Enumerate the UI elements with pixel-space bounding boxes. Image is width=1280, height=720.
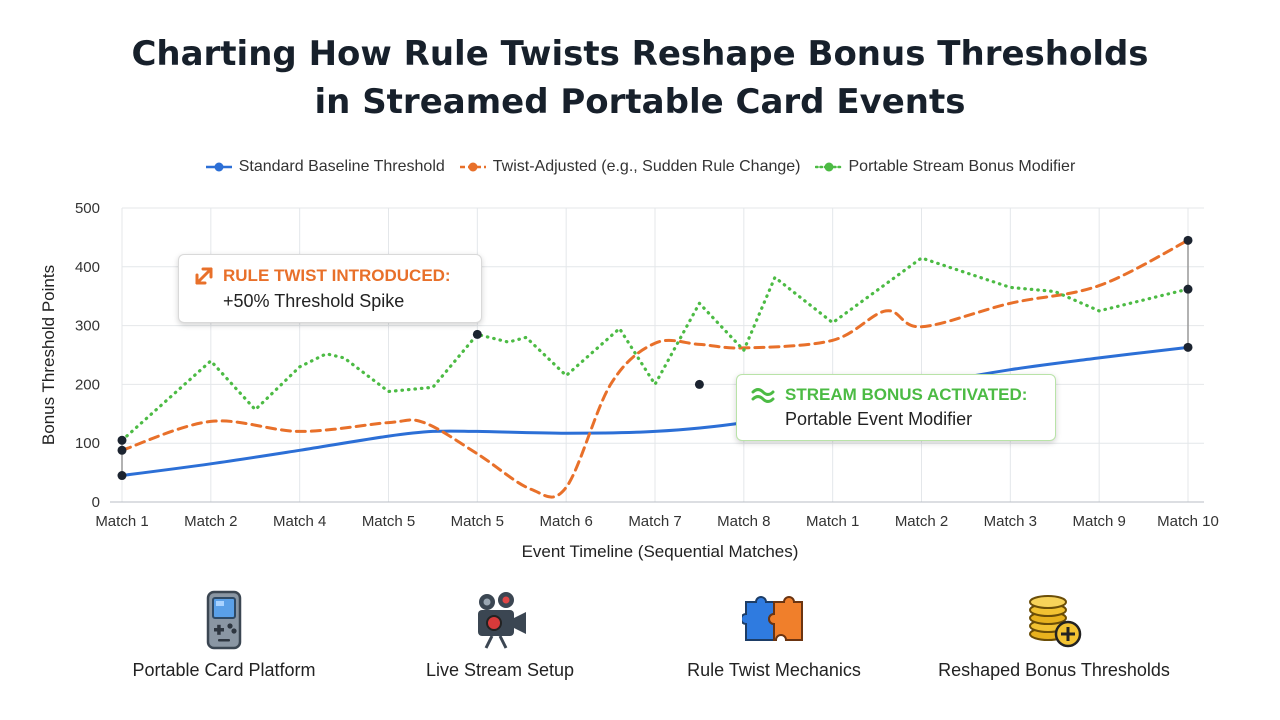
series-stream-line (120, 256, 1190, 442)
legend-swatch-baseline (205, 162, 232, 172)
legend-swatch-stream (814, 162, 843, 172)
callout-stream-bonus-text: Portable Event Modifier (785, 409, 973, 429)
feature-reshaped-bonus-thresholds: Reshaped Bonus Thresholds (924, 588, 1184, 681)
feature-rule-twist-mechanics: Rule Twist Mechanics (644, 588, 904, 681)
series-twist-line (120, 238, 1190, 499)
legend-item-baseline: Standard Baseline Threshold (205, 158, 445, 176)
x-tick-label: Match 10 (1157, 513, 1219, 530)
callout-rule-twist-text: +50% Threshold Spike (223, 291, 405, 311)
highlight-marker (694, 379, 704, 389)
feature-strip: Portable Card Platform Live Stream Setup… (0, 588, 1280, 698)
chart-title-line-1: Charting How Rule Twists Reshape Bonus T… (131, 34, 1149, 74)
y-tick-label: 400 (75, 259, 100, 276)
x-tick-label: Match 9 (1072, 513, 1125, 530)
y-tick-label: 300 (75, 318, 100, 335)
handheld-console-icon (206, 590, 242, 650)
highlight-marker (472, 329, 482, 339)
feature-label-stream: Live Stream Setup (425, 660, 575, 680)
chart-title: Charting How Rule Twists Reshape Bonus T… (0, 30, 1280, 126)
feature-portable-card-platform: Portable Card Platform (94, 588, 354, 681)
series-baseline-line (120, 345, 1190, 477)
wave-icon (751, 388, 775, 403)
highlight-marker (1183, 235, 1193, 245)
highlight-marker (117, 471, 127, 481)
coin-stack-plus-icon (1029, 595, 1082, 648)
y-tick-label: 500 (75, 200, 100, 217)
x-tick-label: Match 1 (95, 513, 148, 530)
chart-title-line-2: in Streamed Portable Card Events (314, 82, 966, 122)
y-axis-label: Bonus Threshold Points (39, 265, 58, 445)
legend-swatch-twist (459, 162, 486, 172)
x-tick-label: Match 1 (806, 513, 859, 530)
callout-rule-twist: RULE TWIST INTRODUCED: +50% Threshold Sp… (178, 254, 482, 323)
legend-item-twist: Twist-Adjusted (e.g., Sudden Rule Change… (459, 158, 801, 176)
legend-label-twist: Twist-Adjusted (e.g., Sudden Rule Change… (492, 158, 801, 175)
x-tick-label: Match 7 (628, 513, 681, 530)
highlight-marker (117, 435, 127, 445)
x-tick-label: Match 4 (273, 513, 326, 530)
legend-item-stream: Portable Stream Bonus Modifier (814, 158, 1076, 176)
x-tick-label: Match 5 (451, 513, 504, 530)
x-tick-label: Match 2 (895, 513, 948, 530)
callout-stream-bonus: STREAM BONUS ACTIVATED: Portable Event M… (736, 374, 1056, 441)
highlight-marker (1183, 342, 1193, 352)
callout-stream-bonus-title: STREAM BONUS ACTIVATED: (785, 385, 1028, 404)
chart-legend: Standard Baseline Threshold Twist-Adjust… (0, 158, 1280, 176)
highlight-marker (117, 445, 127, 455)
x-axis-label: Event Timeline (Sequential Matches) (522, 542, 799, 561)
feature-label-portable: Portable Card Platform (132, 660, 316, 680)
y-tick-label: 0 (92, 494, 100, 511)
highlight-marker (1183, 284, 1193, 294)
feature-live-stream-setup: Live Stream Setup (370, 588, 630, 681)
diagonal-arrows-icon (195, 267, 213, 285)
legend-label-stream: Portable Stream Bonus Modifier (848, 158, 1076, 175)
video-camera-icon (478, 592, 526, 649)
y-tick-label: 100 (75, 435, 100, 452)
callout-rule-twist-title: RULE TWIST INTRODUCED: (223, 266, 451, 285)
x-tick-label: Match 6 (539, 513, 592, 530)
feature-label-bonus: Reshaped Bonus Thresholds (938, 660, 1170, 680)
legend-label-baseline: Standard Baseline Threshold (238, 158, 445, 175)
x-tick-label: Match 3 (984, 513, 1037, 530)
puzzle-pieces-icon (742, 596, 803, 641)
y-tick-label: 200 (75, 376, 100, 393)
x-tick-label: Match 8 (717, 513, 770, 530)
feature-label-twist: Rule Twist Mechanics (687, 660, 861, 680)
x-tick-label: Match 5 (362, 513, 415, 530)
x-tick-label: Match 2 (184, 513, 237, 530)
